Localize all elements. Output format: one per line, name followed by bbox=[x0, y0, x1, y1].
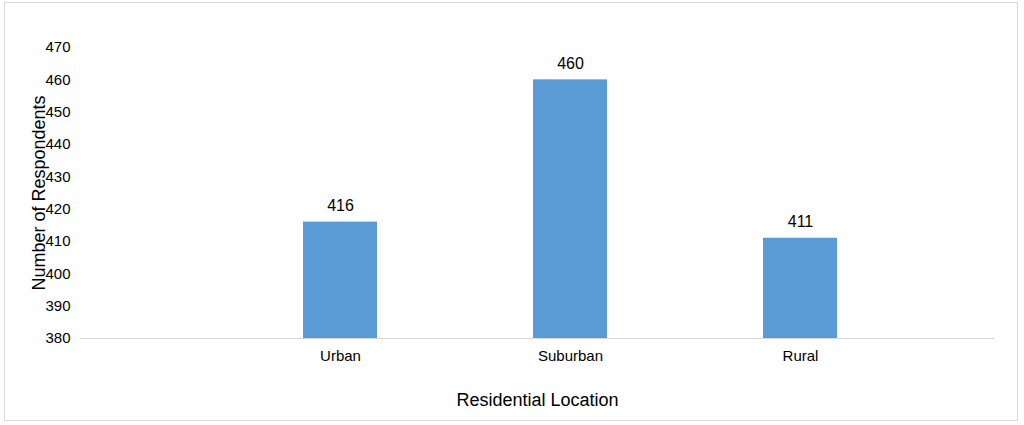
svg-text:Residential Location: Residential Location bbox=[456, 390, 618, 410]
svg-text:411: 411 bbox=[788, 213, 814, 230]
svg-text:416: 416 bbox=[327, 197, 354, 214]
svg-text:380: 380 bbox=[45, 329, 70, 346]
svg-text:Suburban: Suburban bbox=[538, 347, 603, 364]
svg-text:Rural: Rural bbox=[783, 347, 819, 364]
svg-text:460: 460 bbox=[557, 55, 584, 72]
svg-text:Number of Respondents: Number of Respondents bbox=[29, 95, 49, 290]
svg-text:460: 460 bbox=[45, 71, 70, 88]
svg-text:410: 410 bbox=[45, 232, 71, 250]
svg-text:440: 440 bbox=[45, 135, 71, 153]
svg-text:420: 420 bbox=[45, 200, 71, 217]
svg-text:450: 450 bbox=[45, 103, 71, 120]
svg-text:430: 430 bbox=[45, 167, 71, 185]
svg-text:470: 470 bbox=[45, 38, 70, 55]
svg-text:400: 400 bbox=[45, 264, 71, 282]
svg-text:Urban: Urban bbox=[320, 347, 361, 364]
svg-text:390: 390 bbox=[45, 297, 70, 314]
